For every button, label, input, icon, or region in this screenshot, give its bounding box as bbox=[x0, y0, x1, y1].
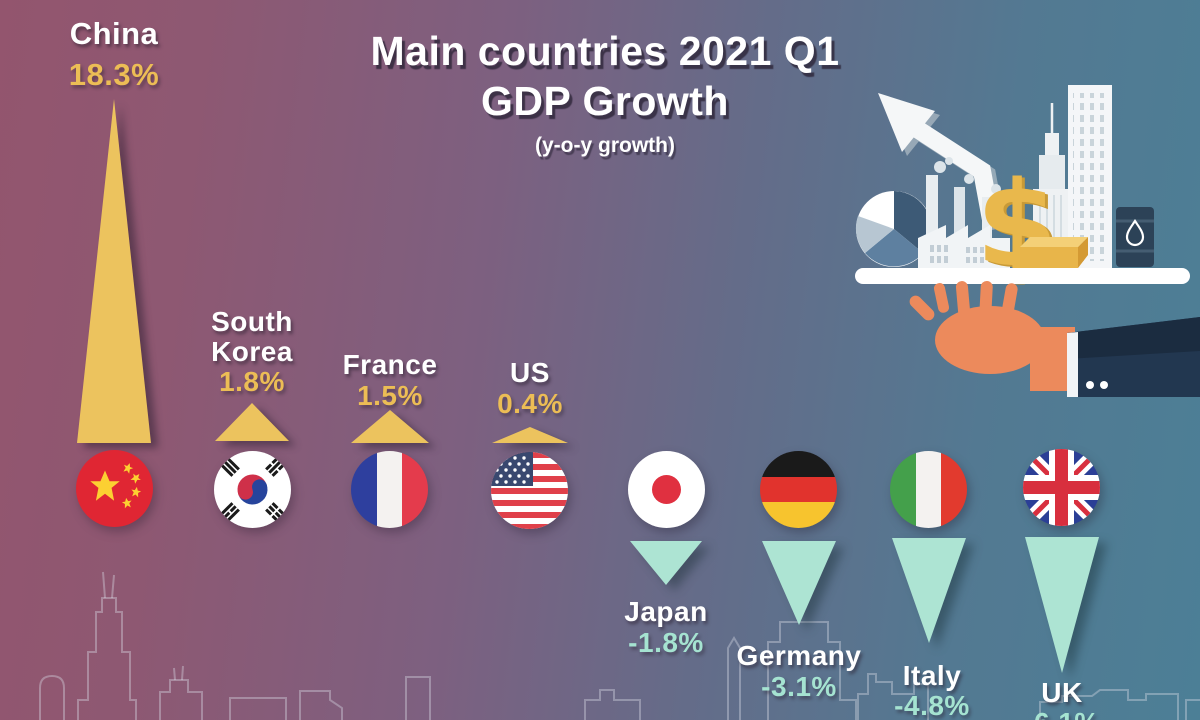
skyscraper-tower-icon bbox=[1068, 85, 1112, 268]
growth-triangle-up-us bbox=[492, 427, 568, 443]
country-name-italy: Italy bbox=[902, 660, 962, 691]
tray bbox=[855, 268, 1190, 284]
country-name-south-korea-line1: South bbox=[211, 306, 293, 337]
country-name-south-korea-line2: Korea bbox=[211, 336, 293, 367]
oil-barrel-icon bbox=[1116, 207, 1154, 267]
economy-on-tray-illustration: $ $ bbox=[855, 85, 1200, 397]
growth-value-china: 18.3% bbox=[68, 57, 160, 92]
chart-title-line2: GDP Growth bbox=[481, 78, 729, 124]
country-name-france: France bbox=[342, 349, 438, 380]
growth-triangle-down-italy bbox=[892, 538, 966, 643]
growth-value-uk: -6.1% bbox=[952, 707, 1172, 720]
growth-value-france: 1.5% bbox=[357, 380, 423, 411]
country-name-germany: Germany bbox=[736, 640, 862, 671]
country-name-us: US bbox=[510, 357, 550, 388]
chart-title-block: Main countries 2021 Q1 GDP Growth (y-o-y… bbox=[205, 26, 1005, 158]
italy-flag-icon bbox=[890, 451, 967, 528]
growth-triangle-down-germany bbox=[762, 541, 836, 625]
growth-triangle-down-uk bbox=[1025, 537, 1099, 673]
country-name-china: China bbox=[69, 16, 159, 51]
france-flag-icon bbox=[351, 451, 428, 528]
uk-flag-icon bbox=[1023, 449, 1100, 526]
growth-value-us: 0.4% bbox=[497, 388, 563, 419]
us-flag-icon bbox=[491, 452, 568, 529]
growth-triangle-up-china bbox=[77, 99, 151, 443]
south-korea-flag-icon bbox=[214, 451, 291, 528]
growth-triangle-up-south-korea bbox=[215, 403, 289, 441]
gold-bar-icon bbox=[1020, 237, 1088, 268]
germany-flag-icon bbox=[760, 451, 837, 528]
growth-value-south-korea: 1.8% bbox=[219, 366, 285, 397]
chart-subtitle: (y-o-y growth) bbox=[535, 134, 675, 157]
growth-value-italy: -4.8% bbox=[894, 690, 970, 720]
growth-triangle-down-japan bbox=[630, 541, 702, 585]
factory-icon bbox=[918, 157, 1010, 268]
growth-triangle-up-france bbox=[351, 410, 429, 443]
suit-sleeve bbox=[1067, 317, 1200, 397]
growth-value-germany: -3.1% bbox=[761, 671, 837, 702]
hand-icon bbox=[909, 281, 1075, 391]
chart-title-line1: Main countries 2021 Q1 bbox=[370, 28, 840, 74]
country-name-uk: UK bbox=[1041, 677, 1083, 708]
growth-value-japan: -1.8% bbox=[628, 627, 704, 658]
japan-flag-icon bbox=[628, 451, 705, 528]
china-flag-icon bbox=[76, 450, 153, 527]
country-name-japan: Japan bbox=[624, 596, 708, 627]
